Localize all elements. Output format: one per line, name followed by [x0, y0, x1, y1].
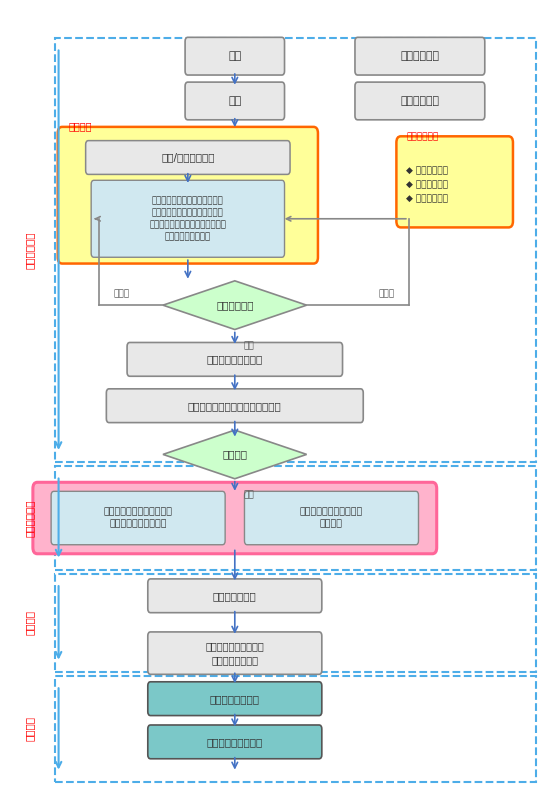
Text: 初步资格审查: 初步资格审查	[216, 300, 253, 310]
FancyBboxPatch shape	[51, 491, 225, 545]
FancyBboxPatch shape	[244, 491, 418, 545]
Text: 注册: 注册	[228, 51, 242, 61]
FancyBboxPatch shape	[396, 136, 513, 228]
Text: 网上下载准考证: 网上下载准考证	[213, 591, 257, 601]
Text: 核验规定的有效身份证
件后入场参加考试: 核验规定的有效身份证 件后入场参加考试	[205, 642, 264, 665]
Text: 手机短信订阅: 手机短信订阅	[406, 132, 439, 141]
Text: 考后阶段: 考后阶段	[25, 717, 34, 741]
FancyBboxPatch shape	[91, 180, 285, 257]
Text: 照片审核: 照片审核	[222, 449, 247, 460]
Text: 查询招生信息: 查询招生信息	[401, 51, 439, 61]
FancyBboxPatch shape	[148, 682, 322, 716]
Text: 本人在《报名登记表》上
签字确认: 本人在《报名登记表》上 签字确认	[300, 508, 363, 528]
FancyBboxPatch shape	[185, 37, 285, 75]
Text: 网上查询考试成绩: 网上查询考试成绩	[210, 694, 260, 704]
Text: 不通过: 不通过	[379, 290, 395, 299]
Text: 登录: 登录	[228, 96, 242, 106]
Text: 通过: 通过	[243, 490, 254, 500]
Text: 下载《资格审查表》: 下载《资格审查表》	[206, 737, 263, 747]
Text: 填写/修改报名信息: 填写/修改报名信息	[161, 153, 215, 162]
Text: 确认报名信息、采集第二代
居民身份证内电子照片: 确认报名信息、采集第二代 居民身份证内电子照片	[104, 508, 172, 528]
FancyBboxPatch shape	[148, 632, 322, 675]
FancyBboxPatch shape	[127, 343, 343, 377]
Text: 网上缴纳报名考试费: 网上缴纳报名考试费	[206, 354, 263, 365]
Polygon shape	[163, 281, 307, 330]
Polygon shape	[163, 430, 307, 479]
Text: 考试阶段: 考试阶段	[25, 611, 34, 635]
Text: 查询网报公告: 查询网报公告	[401, 96, 439, 106]
FancyBboxPatch shape	[148, 579, 322, 613]
Text: 报名信息: 报名信息	[69, 122, 92, 131]
FancyBboxPatch shape	[107, 389, 363, 422]
Text: 现场确认阶段: 现场确认阶段	[25, 499, 34, 537]
FancyBboxPatch shape	[355, 37, 485, 75]
FancyBboxPatch shape	[185, 82, 285, 119]
FancyBboxPatch shape	[85, 141, 290, 174]
Text: 不通过: 不通过	[113, 290, 129, 299]
Text: 上传电子照片（护照证件照片标
准，该照片将使用在《报名登记
表》、《资格审查表》、准考证、
成绩单和学位证上）: 上传电子照片（护照证件照片标 准，该照片将使用在《报名登记 表》、《资格审查表》…	[150, 196, 227, 241]
Text: ◆ 预订考试信息
◆ 预订考试成绩
◆ 预订录取信息: ◆ 预订考试信息 ◆ 预订考试成绩 ◆ 预订录取信息	[406, 166, 448, 203]
Text: 通过: 通过	[243, 342, 254, 350]
FancyBboxPatch shape	[57, 127, 318, 263]
FancyBboxPatch shape	[148, 725, 322, 759]
FancyBboxPatch shape	[355, 82, 485, 119]
Text: 网上报名阶段: 网上报名阶段	[25, 232, 34, 269]
Text: 网上打印《报名登记表（样表）》: 网上打印《报名登记表（样表）》	[188, 401, 282, 411]
FancyBboxPatch shape	[33, 483, 437, 554]
